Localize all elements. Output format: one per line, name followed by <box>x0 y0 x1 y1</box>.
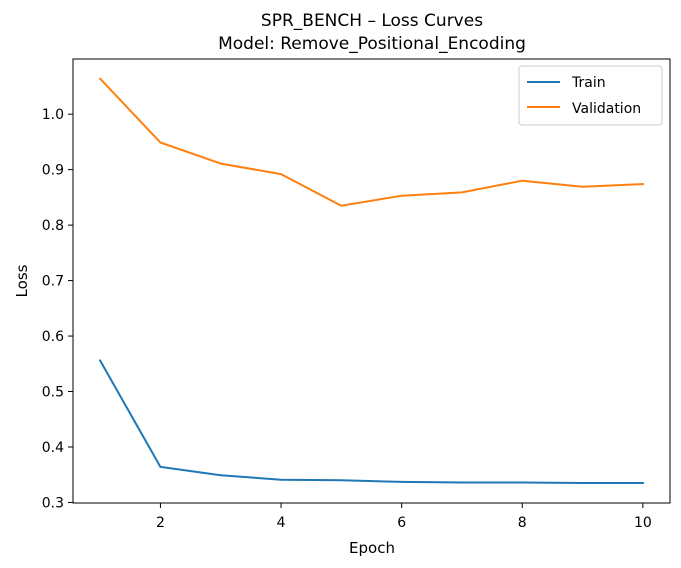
legend-label-train: Train <box>571 75 606 91</box>
legend-box <box>518 65 663 126</box>
series-line-train <box>98 359 644 484</box>
y-axis-label: Loss <box>13 264 31 297</box>
chart-subtitle: Model: Remove_Positional_Encoding <box>218 34 526 54</box>
x-tick-label: 8 <box>518 515 527 531</box>
y-tick-label: 0.8 <box>42 218 64 234</box>
x-tick-label: 2 <box>156 515 165 531</box>
x-tick-label: 6 <box>397 515 406 531</box>
x-tick-label: 10 <box>634 515 652 531</box>
y-axis-ticks: 0.3 0.4 0.5 0.6 0.7 0.8 0.9 1.0 <box>42 107 73 511</box>
chart-title: SPR_BENCH – Loss Curves <box>261 11 483 31</box>
y-tick-label: 1.0 <box>42 107 64 123</box>
legend: Train Validation <box>518 65 663 126</box>
plot-area <box>73 59 670 503</box>
x-axis-label: Epoch <box>349 539 395 557</box>
series-layer <box>98 77 644 484</box>
legend-label-validation: Validation <box>572 101 641 117</box>
y-tick-label: 0.5 <box>42 385 64 401</box>
y-tick-label: 0.4 <box>42 440 64 456</box>
x-axis-ticks: 2 4 6 8 10 <box>156 503 652 531</box>
y-tick-label: 0.9 <box>42 163 64 179</box>
y-tick-label: 0.6 <box>42 329 64 345</box>
x-tick-label: 4 <box>277 515 286 531</box>
y-tick-label: 0.3 <box>42 495 64 511</box>
series-line-validation <box>98 77 644 207</box>
y-tick-label: 0.7 <box>42 274 64 290</box>
